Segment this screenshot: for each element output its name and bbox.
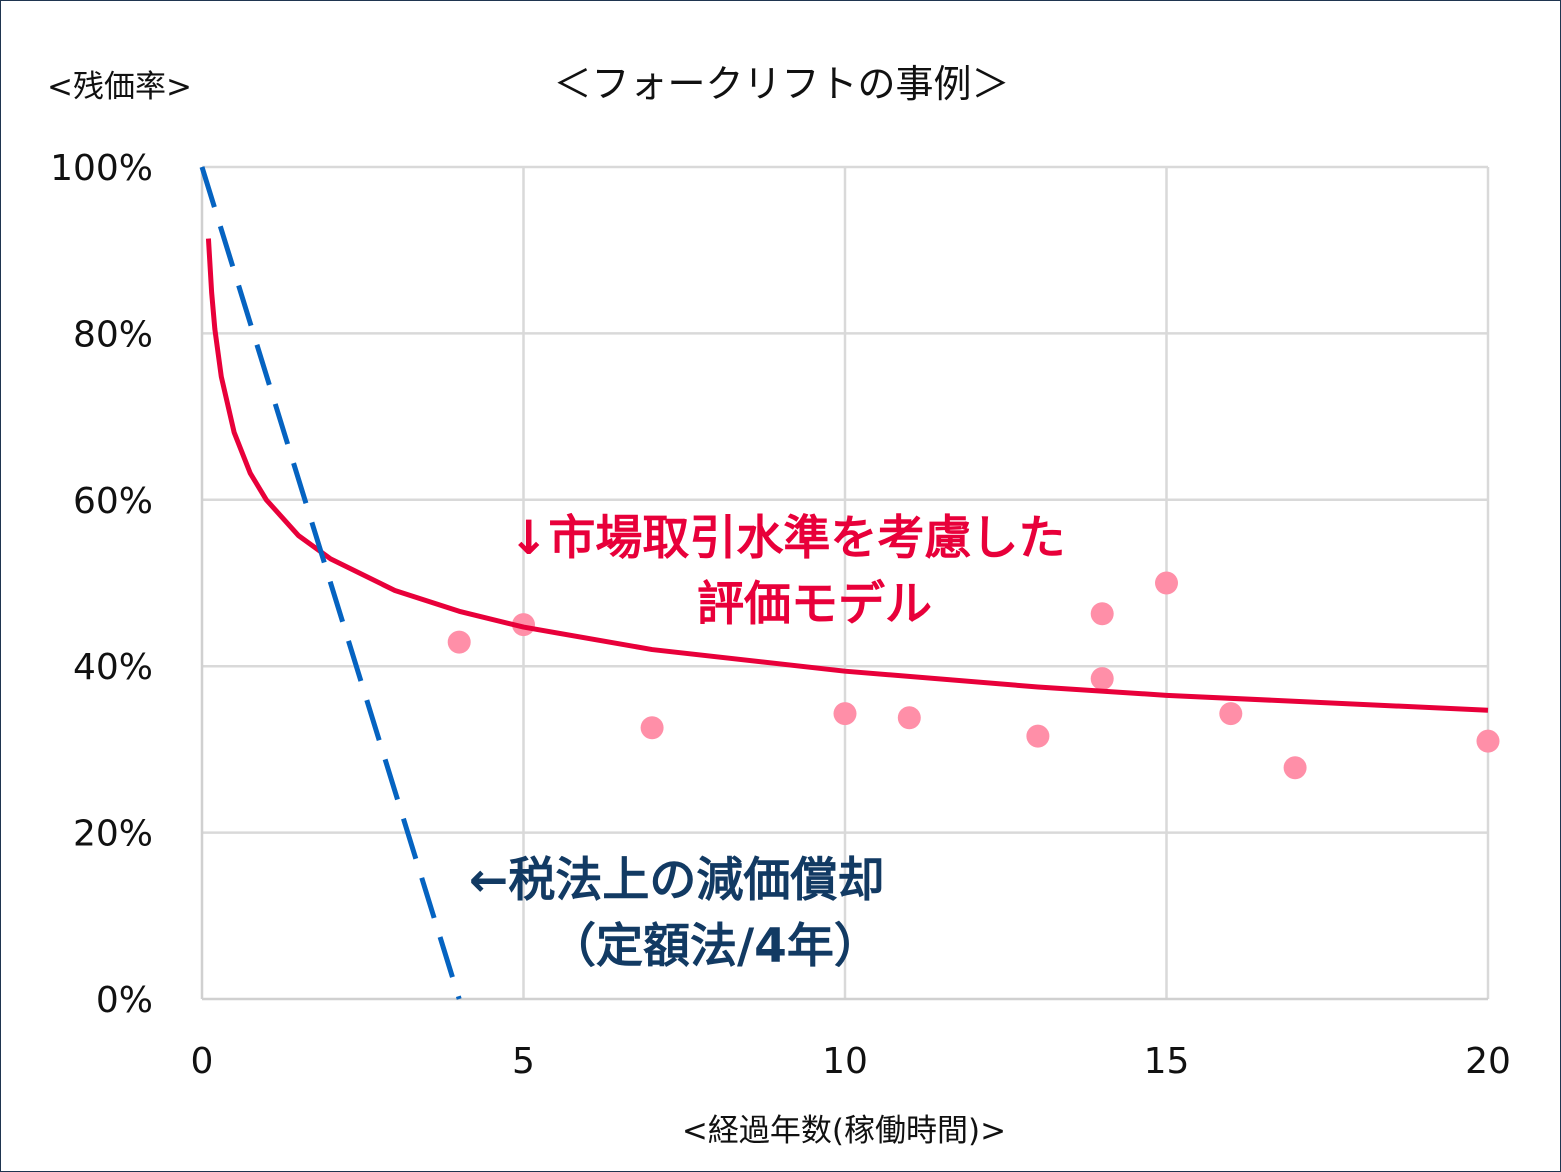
model-annotation-line2: 評価モデル [697,577,932,632]
y-axis-label: <残価率> [47,69,192,105]
tax-depreciation-line [199,166,462,1000]
x-tick-label: 15 [1144,1041,1190,1082]
x-axis-label: <経過年数(稼働時間)> [681,1113,1007,1149]
y-tick-label: 80% [73,314,153,355]
x-tick-label: 20 [1465,1041,1511,1082]
y-tick-label: 60% [73,481,153,522]
data-point [1090,667,1114,691]
x-tick-label: 10 [822,1041,868,1082]
data-point [1283,756,1307,780]
data-point [447,630,471,654]
y-tick-label: 100% [50,148,153,189]
chart-title: ＜フォークリフトの事例＞ [553,62,1010,106]
data-point [1155,571,1178,595]
data-point [640,716,664,740]
x-tick-label: 5 [512,1041,535,1082]
y-tick-label: 40% [73,647,153,688]
data-point [897,706,921,730]
model-curve [205,238,1489,713]
tax-annotation-line1: ←税法上の減価償却 [469,853,885,908]
tax-annotation-line2: （定額法/4年） [549,919,881,974]
x-tick-label: 0 [191,1041,214,1082]
y-tick-label: 20% [73,814,153,855]
data-point [1026,724,1050,748]
model-annotation-line1: ↓市場取引水準を考慮した [509,511,1066,566]
y-tick-label: 0% [96,980,153,1021]
data-point [1090,602,1114,626]
data-point [1476,729,1500,753]
data-point [833,702,857,726]
data-point [1219,702,1243,726]
